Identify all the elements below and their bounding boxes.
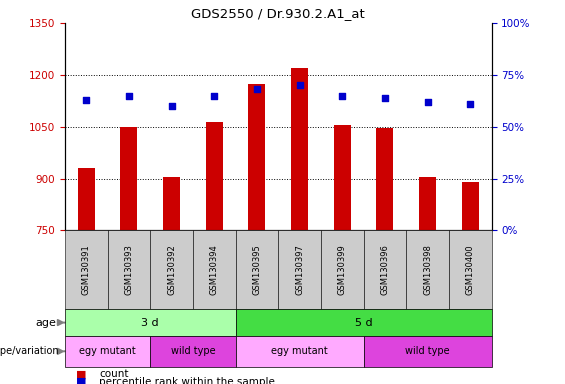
Bar — [120, 127, 137, 230]
Point — [82, 97, 91, 103]
Bar — [376, 129, 393, 230]
Text: percentile rank within the sample: percentile rank within the sample — [99, 377, 275, 384]
Text: GSM130395: GSM130395 — [253, 244, 262, 295]
Text: wild type: wild type — [171, 346, 215, 356]
Text: egy mutant: egy mutant — [271, 346, 328, 356]
Text: GSM130396: GSM130396 — [380, 244, 389, 295]
Text: ■: ■ — [76, 377, 87, 384]
Bar — [462, 182, 479, 230]
Point — [338, 93, 347, 99]
Text: egy mutant: egy mutant — [79, 346, 136, 356]
Point — [380, 94, 389, 101]
Text: GSM130400: GSM130400 — [466, 245, 475, 295]
Text: GSM130394: GSM130394 — [210, 244, 219, 295]
Text: GSM130398: GSM130398 — [423, 244, 432, 295]
Bar — [249, 84, 266, 230]
Text: 5 d: 5 d — [355, 318, 372, 328]
Text: GSM130399: GSM130399 — [338, 244, 347, 295]
Point — [167, 103, 176, 109]
Bar — [78, 168, 95, 230]
Text: GSM130391: GSM130391 — [82, 244, 91, 295]
Text: ■: ■ — [76, 369, 87, 379]
Point — [423, 99, 432, 105]
Text: age: age — [36, 318, 56, 328]
Bar — [206, 122, 223, 230]
Bar — [334, 125, 351, 230]
Point — [295, 82, 304, 88]
Bar — [419, 177, 436, 230]
Text: count: count — [99, 369, 128, 379]
Text: GSM130397: GSM130397 — [295, 244, 304, 295]
Text: GSM130392: GSM130392 — [167, 244, 176, 295]
Point — [466, 101, 475, 107]
Text: wild type: wild type — [405, 346, 450, 356]
Text: 3 d: 3 d — [141, 318, 159, 328]
Bar — [163, 177, 180, 230]
Point — [210, 93, 219, 99]
Point — [124, 93, 133, 99]
Bar — [291, 68, 308, 230]
Title: GDS2550 / Dr.930.2.A1_at: GDS2550 / Dr.930.2.A1_at — [192, 7, 365, 20]
Text: genotype/variation: genotype/variation — [0, 346, 59, 356]
Point — [253, 86, 262, 93]
Text: GSM130393: GSM130393 — [124, 244, 133, 295]
